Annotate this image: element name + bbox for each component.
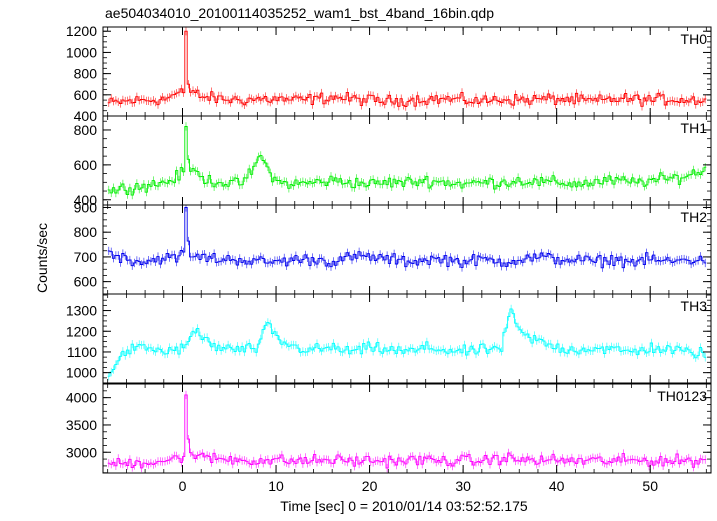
y-tick-label: 1200 <box>66 323 97 339</box>
y-tick-label: 3000 <box>66 444 97 460</box>
x-tick-label: 0 <box>179 478 187 494</box>
x-tick-label: 50 <box>642 478 658 494</box>
y-axis-label: Counts/sec <box>34 223 50 293</box>
panel-th1: 400 600 800 TH1 <box>74 115 712 208</box>
y-tick-label: 4000 <box>66 390 97 406</box>
y-tick-label: 600 <box>74 87 98 103</box>
y-tick-label: 1000 <box>66 365 97 381</box>
y-tick-label: 1100 <box>67 344 97 360</box>
y-tick-label: 600 <box>74 274 98 290</box>
y-tick-label: 3500 <box>66 417 97 433</box>
y-tick-label: 700 <box>74 249 98 265</box>
step-line-th2 <box>107 207 707 269</box>
error-bars-th1 <box>108 122 706 200</box>
series-th3 <box>107 304 707 381</box>
panel-label-th3: TH3 <box>681 298 708 314</box>
panel-label-th0123: TH0123 <box>657 388 707 404</box>
x-axis-label: Time [sec] 0 = 2010/01/14 03:52:52.175 <box>280 498 528 514</box>
panel-th0: 400 600 800 1000 1200 TH0 <box>66 23 712 124</box>
panel-th0123: 3000 3500 4000 TH0123 <box>66 383 712 474</box>
panel-label-th0: TH0 <box>681 31 708 47</box>
series-th0123 <box>107 390 707 473</box>
panel-frame <box>102 293 712 384</box>
y-tick-label: 800 <box>74 122 98 138</box>
panel-th2: 600 700 800 900 TH2 <box>74 199 712 295</box>
y-tick-label: 400 <box>74 192 98 208</box>
series-th1 <box>107 122 707 200</box>
step-line-th0123 <box>107 394 707 469</box>
error-bars-th0 <box>108 27 706 111</box>
y-tick-label: 1000 <box>66 44 97 60</box>
error-bars-th3 <box>108 304 706 381</box>
panel-frame <box>102 204 712 295</box>
y-tick-label: 1200 <box>66 23 97 39</box>
y-tick-label: 800 <box>74 66 98 82</box>
y-tick-label: 600 <box>74 157 98 173</box>
series-th0 <box>107 27 707 111</box>
y-tick-label: 900 <box>74 199 98 215</box>
x-tick-label: 20 <box>362 478 378 494</box>
step-line-th1 <box>107 126 707 196</box>
step-line-th3 <box>107 308 707 377</box>
step-line-th0 <box>107 30 707 107</box>
panel-th3: 1000 1100 1200 1300 TH3 <box>66 293 712 384</box>
panel-label-th2: TH2 <box>681 209 708 225</box>
panel-label-th1: TH1 <box>681 120 708 136</box>
panel-frame <box>102 115 712 206</box>
chart-title: ae504034010_20100114035252_wam1_bst_4ban… <box>105 5 494 21</box>
x-tick-label: 40 <box>549 478 565 494</box>
series-th2 <box>107 205 707 272</box>
x-tick-label: 30 <box>455 478 471 494</box>
y-tick-label: 1300 <box>66 303 97 319</box>
y-tick-label: 800 <box>74 224 98 240</box>
x-tick-label: 10 <box>268 478 284 494</box>
y-tick-label: 400 <box>74 108 98 124</box>
